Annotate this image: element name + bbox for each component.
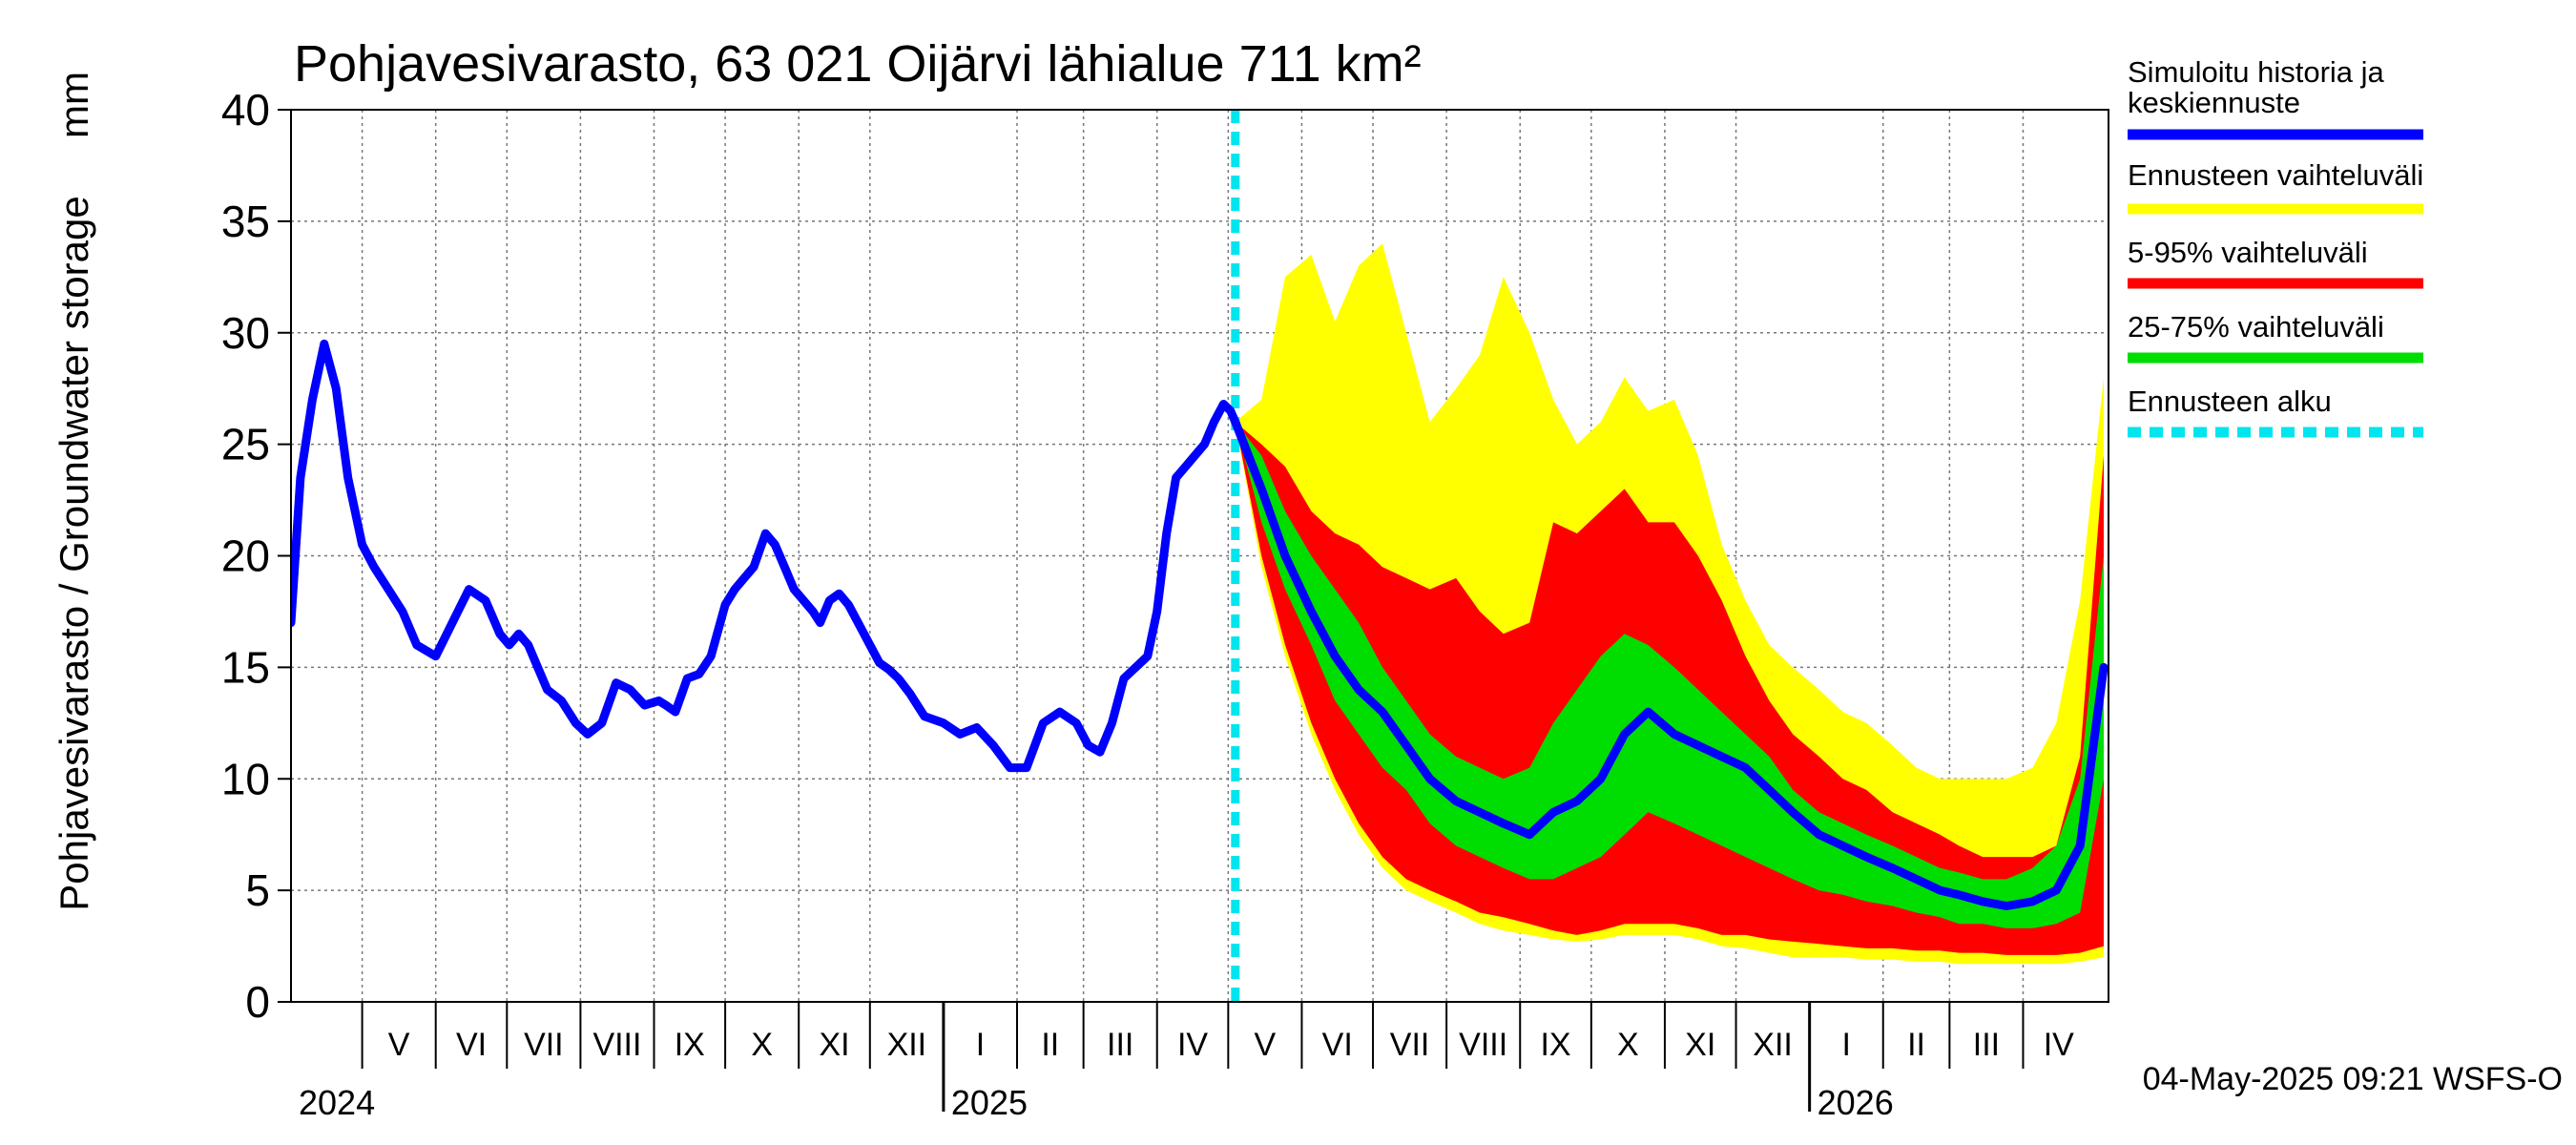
y-tick-label: 10 <box>221 754 270 803</box>
legend: Simuloitu historia ja keskiennuste Ennuste… <box>2128 55 2423 438</box>
data-layer <box>291 110 2109 1002</box>
year-label: 2024 <box>299 1083 375 1122</box>
month-label: IX <box>675 1027 705 1063</box>
y-tick-label: 15 <box>221 642 270 692</box>
chart-title: Pohjavesivarasto, 63 021 Oijärvi lähialu… <box>294 35 1422 93</box>
month-label: III <box>1107 1027 1133 1063</box>
forecast-mean-line <box>1231 417 2109 910</box>
y-tick-label: 40 <box>221 85 270 135</box>
month-label: XII <box>1753 1027 1793 1063</box>
month-label: VIII <box>1459 1027 1507 1063</box>
month-label: V <box>388 1027 410 1063</box>
month-label: I <box>1841 1027 1850 1063</box>
x-axis: V VI VII VIII IX X XI XII I II III IV V VI VII VIII IX X X… <box>299 1002 2074 1122</box>
year-label: 2026 <box>1818 1083 1894 1122</box>
y-tick-label: 0 <box>245 977 270 1027</box>
month-label: X <box>1617 1027 1639 1063</box>
month-label: XI <box>1685 1027 1715 1063</box>
y-axis: 0 5 10 15 20 25 30 35 40 <box>221 85 291 1027</box>
legend-label: Simuloitu historia ja keskiennuste <box>2128 55 2385 119</box>
legend-label: 5-95% vaihteluväli <box>2128 236 2368 269</box>
y-tick-label: 30 <box>221 308 270 358</box>
y-tick-label: 35 <box>221 197 270 246</box>
month-label: II <box>1907 1027 1925 1063</box>
y-axis-label: Pohjavesivarasto / Groundwater storage <box>52 196 96 910</box>
y-axis-unit: mm <box>52 72 96 138</box>
year-label: 2025 <box>951 1083 1028 1122</box>
month-label: VI <box>456 1027 487 1063</box>
y-tick-label: 5 <box>245 865 270 915</box>
month-label: VII <box>1390 1027 1430 1063</box>
legend-label: Ennusteen alku <box>2128 385 2332 418</box>
month-label: I <box>976 1027 985 1063</box>
month-label: IX <box>1540 1027 1570 1063</box>
month-label: II <box>1041 1027 1059 1063</box>
month-label: III <box>1973 1027 2000 1063</box>
month-label: VI <box>1322 1027 1353 1063</box>
month-label: X <box>751 1027 773 1063</box>
legend-label: Ennusteen vaihteluväli <box>2128 158 2423 192</box>
legend-label: 25-75% vaihteluväli <box>2128 310 2384 344</box>
month-label: XII <box>887 1027 927 1063</box>
month-label: XI <box>819 1027 849 1063</box>
history-line <box>291 339 1240 773</box>
month-label: VIII <box>592 1027 641 1063</box>
month-label: V <box>1255 1027 1277 1063</box>
month-label: IV <box>1177 1027 1208 1063</box>
y-tick-label: 20 <box>221 531 270 581</box>
y-tick-label: 25 <box>221 420 270 469</box>
month-label: VII <box>524 1027 564 1063</box>
month-label: IV <box>2044 1027 2074 1063</box>
footer-timestamp: 04-May-2025 09:21 WSFS-O <box>2143 1061 2563 1097</box>
